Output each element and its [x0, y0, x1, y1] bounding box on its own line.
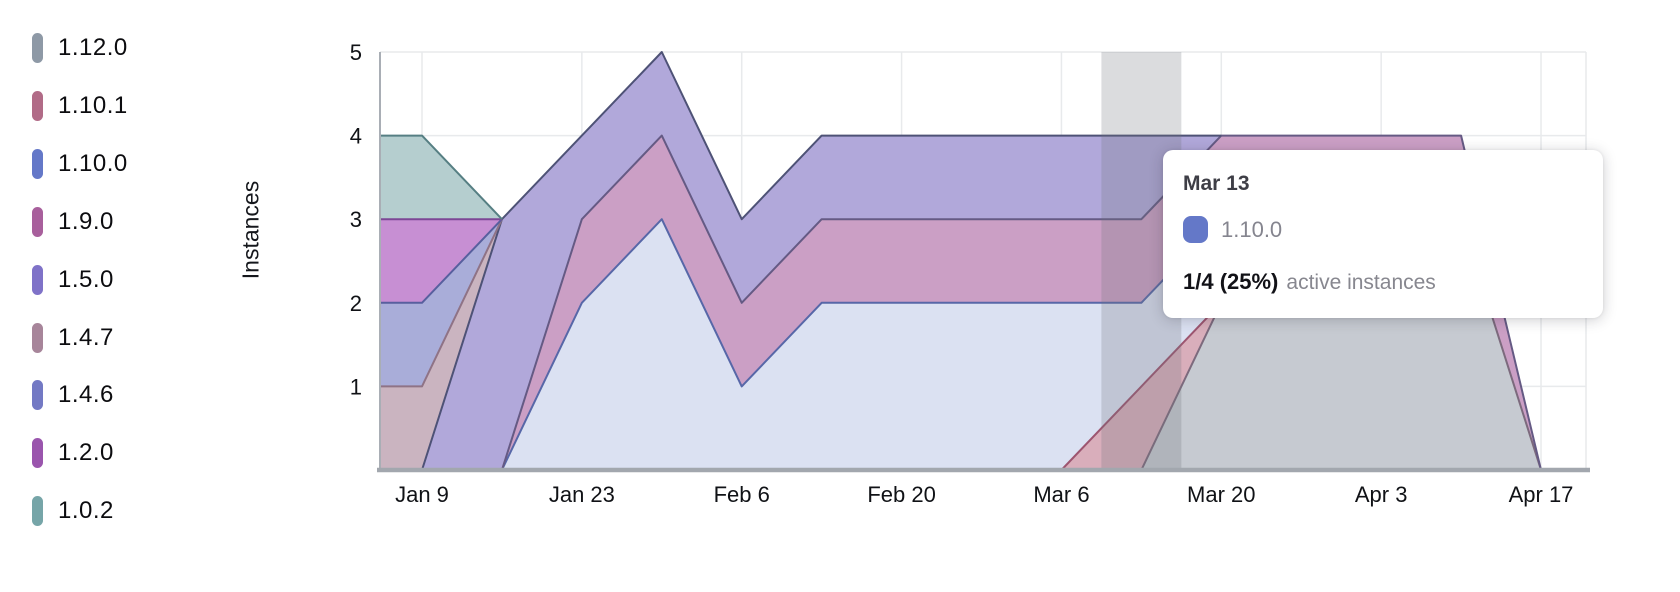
legend-item-1.10.1[interactable]: 1.10.1 [32, 91, 128, 121]
legend-item-label: 1.0.2 [58, 496, 114, 526]
legend-marker-icon [32, 438, 43, 468]
y-tick-label: 2 [350, 291, 362, 316]
legend-marker-icon [32, 149, 43, 179]
y-tick-label: 5 [350, 40, 362, 65]
legend-item-label: 1.5.0 [58, 265, 114, 295]
y-tick-label: 3 [350, 207, 362, 232]
legend-marker-icon [32, 33, 43, 63]
legend-marker-icon [32, 380, 43, 410]
legend-item-label: 1.10.0 [58, 149, 128, 179]
x-tick-label: Feb 6 [714, 482, 770, 507]
x-tick-label: Jan 23 [549, 482, 615, 507]
x-tick-label: Mar 20 [1187, 482, 1255, 507]
tooltip-value-number: 1/4 (25%) [1183, 269, 1278, 294]
legend-marker-icon [32, 323, 43, 353]
y-tick-label: 1 [350, 374, 362, 399]
legend-item-1.4.6[interactable]: 1.4.6 [32, 380, 114, 410]
x-tick-label: Apr 17 [1509, 482, 1574, 507]
legend-item-1.2.0[interactable]: 1.2.0 [32, 438, 114, 468]
series-legend: 1.12.0 1.10.1 1.10.0 1.9.0 1.5.0 1.4.7 1.4.6 1.… [32, 0, 232, 592]
tooltip-series-row: 1.10.0 [1183, 216, 1579, 243]
legend-item-label: 1.10.1 [58, 91, 128, 121]
legend-item-1.0.2[interactable]: 1.0.2 [32, 496, 114, 526]
legend-marker-icon [32, 265, 43, 295]
chart-tooltip: Mar 13 1.10.0 1/4 (25%) active instances [1163, 150, 1603, 318]
tooltip-value-suffix: active instances [1286, 271, 1435, 294]
legend-item-label: 1.4.7 [58, 323, 114, 353]
legend-item-1.10.0[interactable]: 1.10.0 [32, 149, 128, 179]
legend-item-label: 1.2.0 [58, 438, 114, 468]
legend-item-label: 1.9.0 [58, 207, 114, 237]
series-swatch-icon [1183, 216, 1208, 243]
legend-item-label: 1.12.0 [58, 33, 128, 63]
legend-item-1.12.0[interactable]: 1.12.0 [32, 33, 128, 63]
x-tick-label: Mar 6 [1033, 482, 1089, 507]
tooltip-date: Mar 13 [1183, 172, 1579, 196]
legend-item-1.4.7[interactable]: 1.4.7 [32, 323, 114, 353]
y-tick-label: 4 [350, 124, 362, 149]
legend-item-1.9.0[interactable]: 1.9.0 [32, 207, 114, 237]
tooltip-series-label: 1.10.0 [1221, 217, 1282, 243]
area-series-1.0.2[interactable] [380, 136, 502, 220]
version-instances-chart-page: { "y_axis": { "title": "Instances", "tic… [0, 0, 1680, 592]
legend-marker-icon [32, 496, 43, 526]
legend-item-1.5.0[interactable]: 1.5.0 [32, 265, 114, 295]
y-axis-title: Instances [238, 181, 265, 279]
legend-item-label: 1.4.6 [58, 380, 114, 410]
legend-marker-icon [32, 91, 43, 121]
x-tick-label: Jan 9 [395, 482, 449, 507]
x-tick-label: Apr 3 [1355, 482, 1408, 507]
legend-marker-icon [32, 207, 43, 237]
tooltip-value: 1/4 (25%) active instances [1183, 269, 1579, 295]
x-tick-label: Feb 20 [867, 482, 936, 507]
